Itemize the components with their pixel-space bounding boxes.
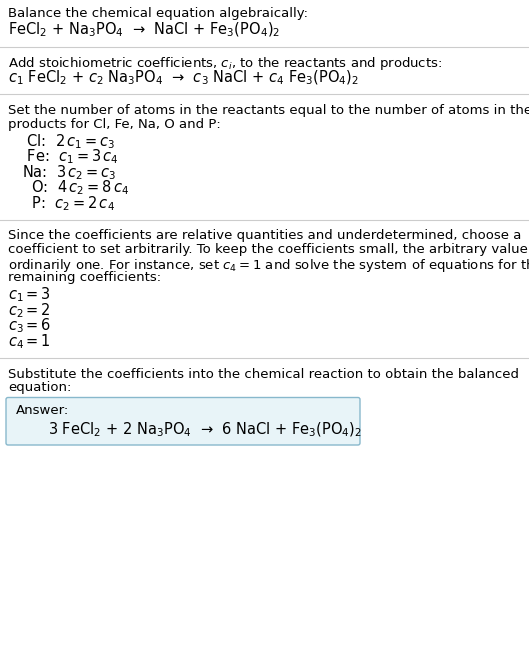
Text: $c_3 = 6$: $c_3 = 6$ [8,316,51,335]
FancyBboxPatch shape [6,397,360,445]
Text: $c_2 = 2$: $c_2 = 2$ [8,301,51,320]
Text: Since the coefficients are relative quantities and underdetermined, choose a: Since the coefficients are relative quan… [8,230,522,243]
Text: Balance the chemical equation algebraically:: Balance the chemical equation algebraica… [8,7,308,20]
Text: remaining coefficients:: remaining coefficients: [8,272,161,285]
Text: products for Cl, Fe, Na, O and P:: products for Cl, Fe, Na, O and P: [8,118,221,131]
Text: equation:: equation: [8,382,71,395]
Text: $c_1 = 3$: $c_1 = 3$ [8,285,51,304]
Text: Fe:  $c_1 = 3\,c_4$: Fe: $c_1 = 3\,c_4$ [22,148,119,166]
Text: coefficient to set arbitrarily. To keep the coefficients small, the arbitrary va: coefficient to set arbitrarily. To keep … [8,243,529,256]
Text: $c_4 = 1$: $c_4 = 1$ [8,332,51,351]
Text: 3 FeCl$_2$ + 2 Na$_3$PO$_4$  →  6 NaCl + Fe$_3$(PO$_4$)$_2$: 3 FeCl$_2$ + 2 Na$_3$PO$_4$ → 6 NaCl + F… [48,421,362,439]
Text: Answer:: Answer: [16,404,69,417]
Text: O:  $4\,c_2 = 8\,c_4$: O: $4\,c_2 = 8\,c_4$ [22,179,129,197]
Text: Add stoichiometric coefficients, $c_i$, to the reactants and products:: Add stoichiometric coefficients, $c_i$, … [8,54,442,72]
Text: Set the number of atoms in the reactants equal to the number of atoms in the: Set the number of atoms in the reactants… [8,104,529,117]
Text: ordinarily one. For instance, set $c_4 = 1$ and solve the system of equations fo: ordinarily one. For instance, set $c_4 =… [8,258,529,274]
Text: FeCl$_2$ + Na$_3$PO$_4$  →  NaCl + Fe$_3$(PO$_4$)$_2$: FeCl$_2$ + Na$_3$PO$_4$ → NaCl + Fe$_3$(… [8,21,280,39]
Text: $c_1$ FeCl$_2$ + $c_2$ Na$_3$PO$_4$  →  $c_3$ NaCl + $c_4$ Fe$_3$(PO$_4$)$_2$: $c_1$ FeCl$_2$ + $c_2$ Na$_3$PO$_4$ → $c… [8,69,359,87]
Text: P:  $c_2 = 2\,c_4$: P: $c_2 = 2\,c_4$ [22,194,115,213]
Text: Substitute the coefficients into the chemical reaction to obtain the balanced: Substitute the coefficients into the che… [8,367,519,380]
Text: Cl:  $2\,c_1 = c_3$: Cl: $2\,c_1 = c_3$ [22,132,115,151]
Text: Na:  $3\,c_2 = c_3$: Na: $3\,c_2 = c_3$ [22,163,116,182]
